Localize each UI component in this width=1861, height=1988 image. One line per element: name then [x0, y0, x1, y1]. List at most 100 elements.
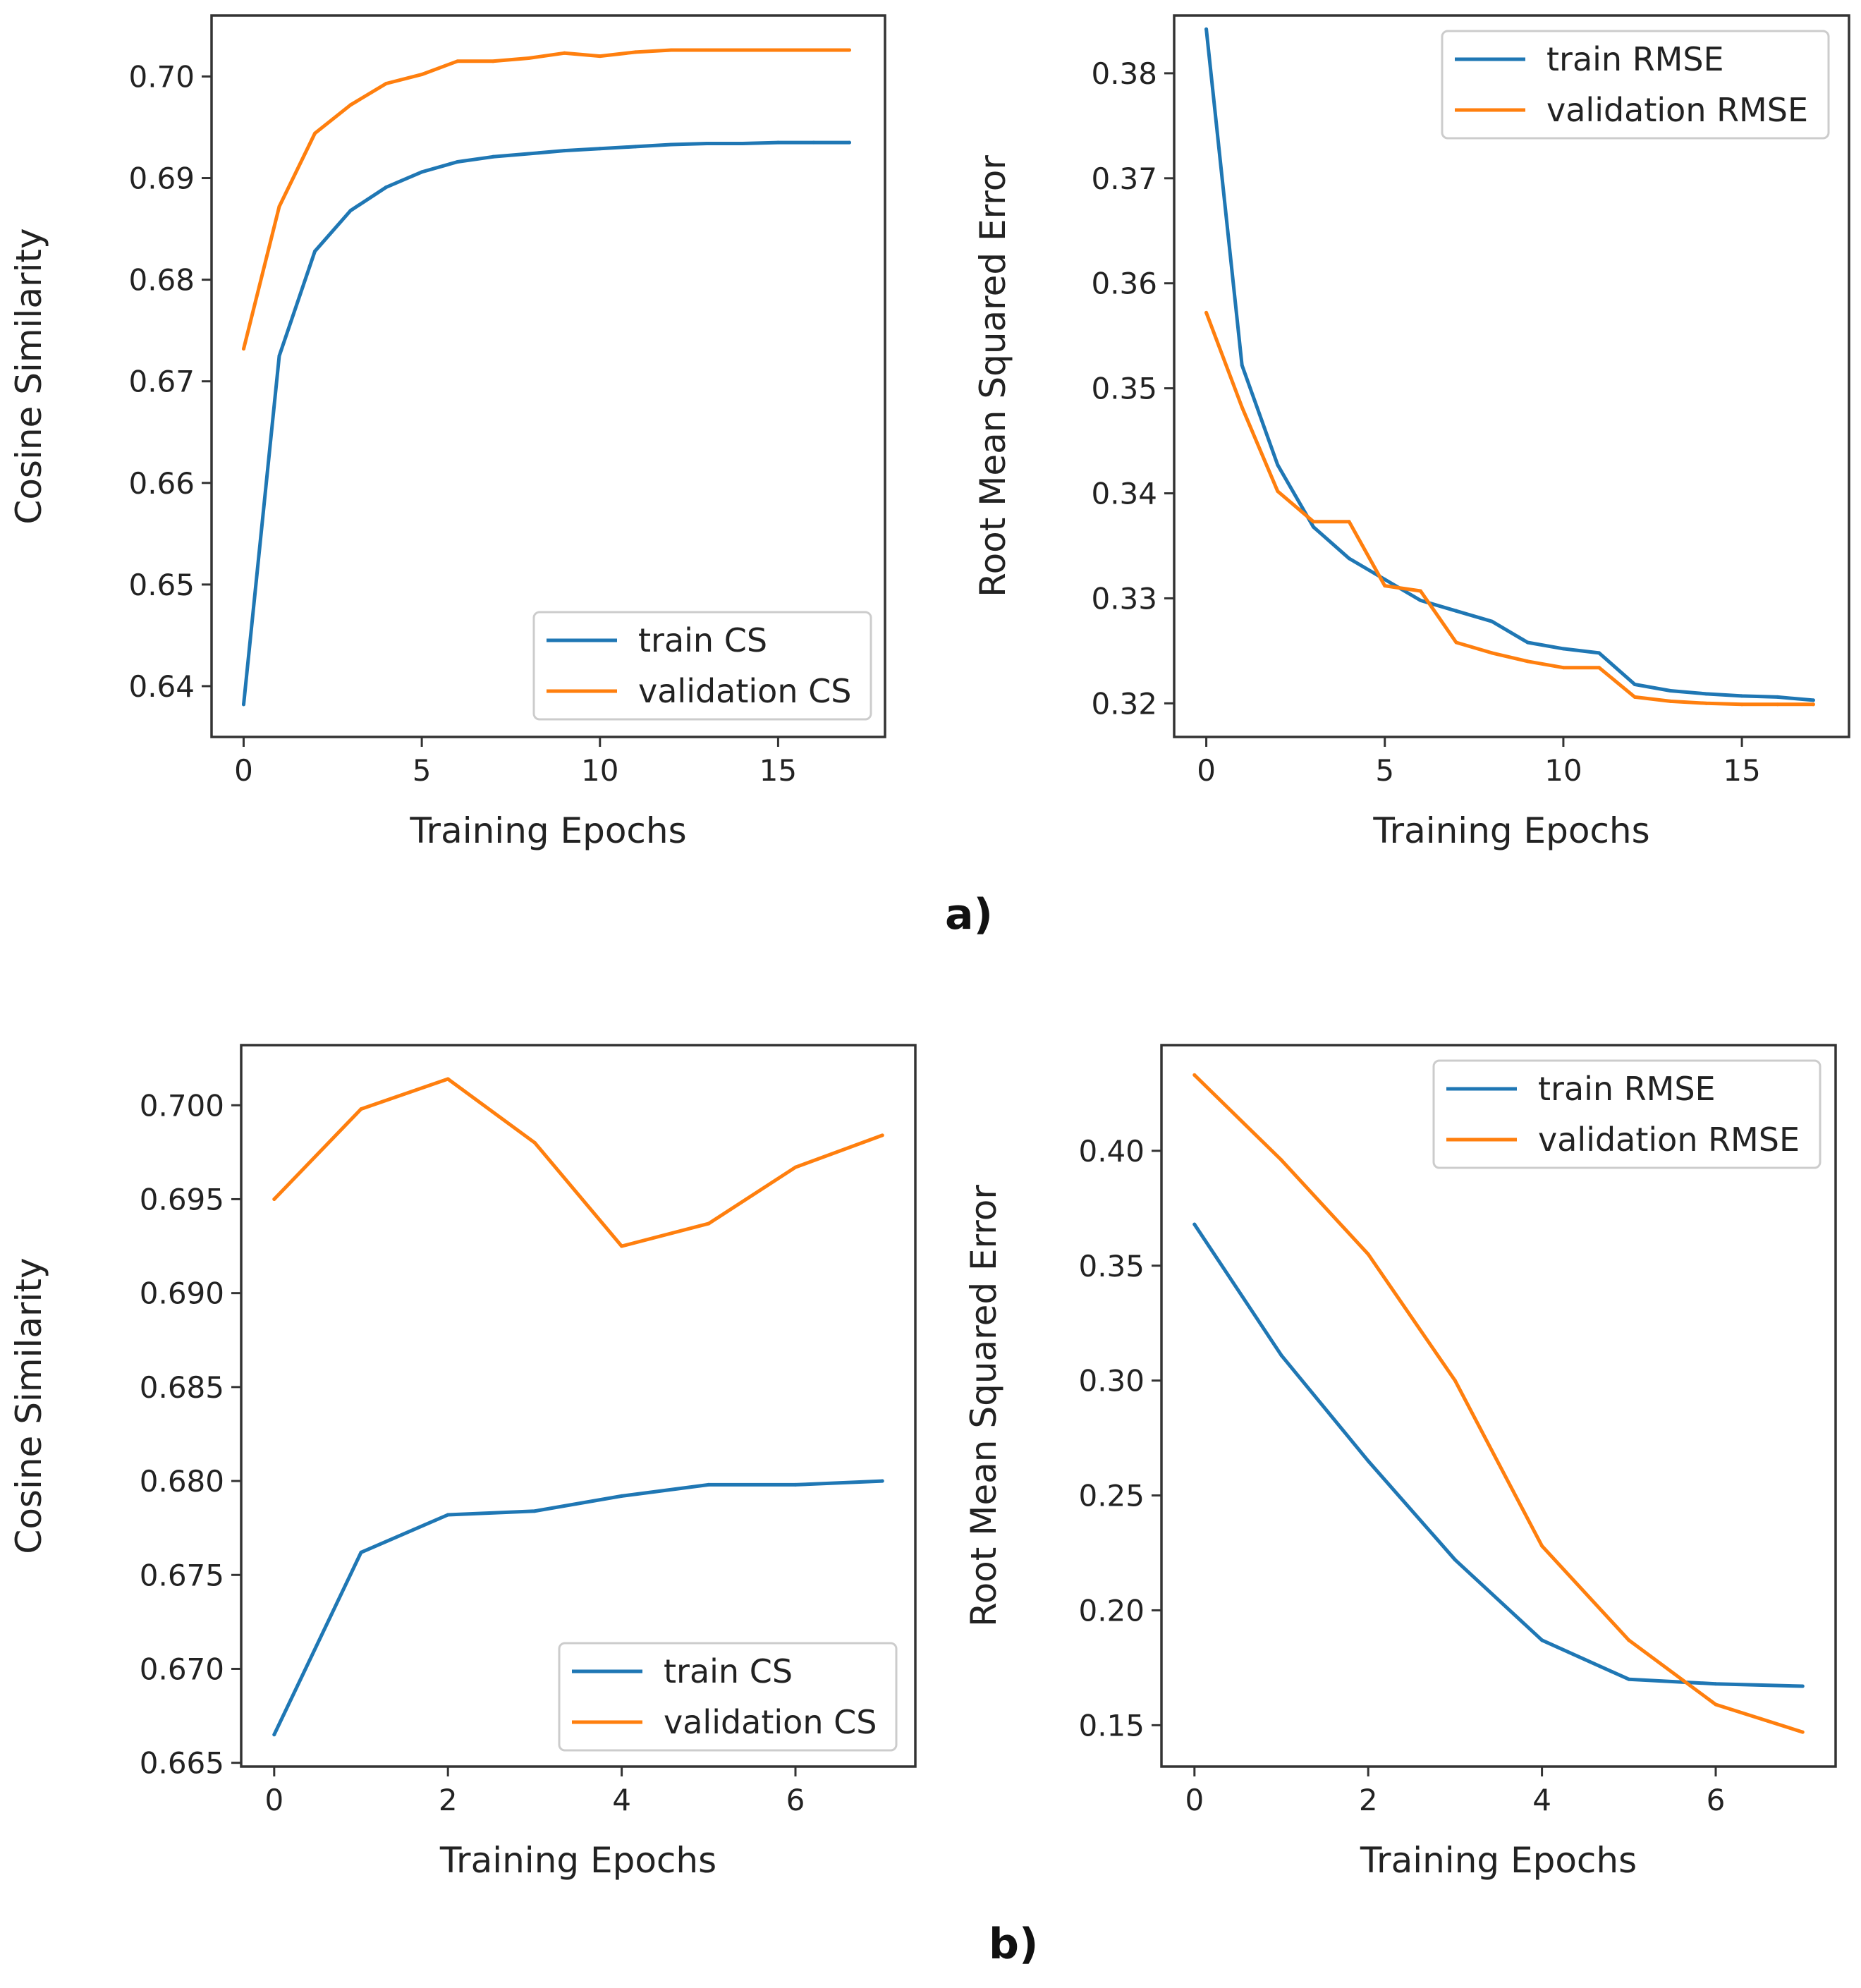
- y-tick-label: 0.38: [1091, 56, 1157, 91]
- legend-box: [558, 1642, 898, 1752]
- y-tick-label: 0.690: [140, 1276, 224, 1311]
- data-point: [1204, 310, 1209, 315]
- series-line-validation-cs: [242, 48, 851, 351]
- data-point: [446, 1077, 450, 1081]
- data-point: [1240, 405, 1244, 409]
- x-tick-label: 0: [1185, 1783, 1204, 1817]
- data-point: [1418, 598, 1422, 602]
- legend-entry: train CS: [638, 621, 767, 659]
- data-point: [1311, 525, 1315, 529]
- data-point: [847, 48, 851, 52]
- data-point: [359, 1550, 363, 1554]
- y-tick-label: 0.33: [1091, 581, 1157, 616]
- y-axis-label: Cosine Similarity: [8, 1257, 49, 1554]
- y-tick-label: 0.70: [128, 59, 195, 94]
- data-point: [1192, 1222, 1197, 1226]
- data-point: [1811, 698, 1815, 702]
- data-point: [776, 140, 780, 145]
- y-tick-label: 0.695: [140, 1182, 224, 1216]
- data-point: [1800, 1730, 1805, 1734]
- data-point: [1776, 702, 1780, 707]
- y-tick-label: 0.675: [140, 1558, 224, 1592]
- data-point: [384, 82, 389, 86]
- data-point: [1311, 520, 1315, 524]
- y-tick-label: 0.35: [1091, 372, 1157, 406]
- x-tick-label: 6: [1707, 1783, 1726, 1817]
- data-point: [1704, 701, 1708, 705]
- data-point: [1633, 695, 1637, 699]
- data-point: [1668, 699, 1673, 703]
- legend-entry: train RMSE: [1546, 40, 1724, 78]
- data-point: [1454, 609, 1458, 613]
- data-point: [633, 145, 637, 149]
- data-point: [420, 170, 424, 174]
- data-point: [1540, 1638, 1544, 1642]
- data-point: [562, 149, 566, 153]
- legend: train CS validation CS: [558, 1642, 898, 1752]
- data-point: [532, 1141, 537, 1145]
- data-point: [1366, 1252, 1370, 1256]
- y-tick-label: 0.65: [128, 568, 195, 602]
- y-axis-label: Root Mean Squared Error: [972, 155, 1013, 597]
- data-point: [1561, 647, 1566, 651]
- data-point: [420, 73, 424, 77]
- data-point: [1240, 363, 1244, 367]
- x-axis-label: Training Epochs: [439, 1840, 716, 1881]
- data-point: [313, 249, 317, 253]
- x-tick-label: 4: [1532, 1783, 1551, 1817]
- data-point: [669, 142, 673, 147]
- data-point: [633, 50, 637, 54]
- data-point: [793, 1165, 798, 1169]
- y-tick-label: 0.67: [128, 365, 195, 399]
- x-tick-label: 15: [759, 753, 797, 788]
- data-point: [1276, 489, 1280, 494]
- x-tick-label: 0: [234, 753, 253, 788]
- data-point: [1279, 1353, 1283, 1358]
- legend: train CS validation CS: [532, 611, 872, 721]
- data-point: [1740, 702, 1744, 707]
- chart-b-cs: 0 2 4 6 0.665 0.670 0.675 0.680 0.685 0.690 0.695 0…: [8, 1044, 917, 1881]
- y-axis-label: Root Mean Squared Error: [963, 1185, 1004, 1627]
- y-tick-label: 0.25: [1078, 1479, 1145, 1513]
- y-tick-label: 0.66: [128, 466, 195, 501]
- data-point: [241, 347, 245, 351]
- x-tick-label: 10: [1544, 753, 1582, 788]
- y-tick-label: 0.69: [128, 161, 195, 196]
- legend-entry: validation RMSE: [1546, 91, 1808, 129]
- data-point: [241, 702, 245, 707]
- data-point: [1668, 688, 1673, 693]
- plot-frame: [1160, 1044, 1837, 1768]
- panel-label-a: a): [945, 890, 993, 939]
- data-point: [1811, 702, 1815, 707]
- data-point: [1704, 692, 1708, 696]
- legend-entry: validation RMSE: [1538, 1121, 1800, 1159]
- x-tick-label: 2: [1359, 1783, 1378, 1817]
- series-line-validation-cs: [272, 1077, 884, 1248]
- y-tick-label: 0.34: [1091, 477, 1157, 511]
- data-point: [669, 48, 673, 52]
- data-point: [384, 185, 389, 190]
- y-tick-label: 0.670: [140, 1652, 224, 1686]
- y-tick-label: 0.36: [1091, 267, 1157, 301]
- data-point: [313, 131, 317, 135]
- x-tick-label: 0: [264, 1783, 283, 1817]
- y-tick-label: 0.35: [1078, 1249, 1145, 1283]
- data-point: [598, 54, 602, 59]
- data-point: [277, 205, 281, 209]
- x-tick-label: 10: [581, 753, 618, 788]
- data-point: [880, 1479, 884, 1483]
- data-point: [491, 59, 495, 63]
- data-point: [1490, 651, 1494, 655]
- x-tick-label: 2: [439, 1783, 458, 1817]
- legend-entry: validation CS: [664, 1703, 877, 1741]
- data-point: [1627, 1638, 1631, 1642]
- x-tick-label: 4: [612, 1783, 631, 1817]
- x-axis-label: Training Epochs: [409, 810, 686, 851]
- y-tick-label: 0.37: [1091, 161, 1157, 196]
- data-point: [491, 154, 495, 159]
- data-point: [1800, 1684, 1805, 1688]
- data-point: [277, 354, 281, 358]
- legend: train RMSE validation RMSE: [1432, 1059, 1822, 1169]
- data-point: [1633, 683, 1637, 687]
- data-point: [527, 152, 531, 156]
